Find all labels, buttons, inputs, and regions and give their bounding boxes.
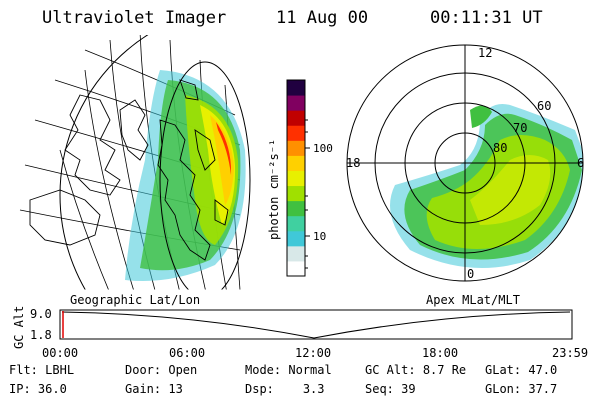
altitude-xtick-2359: 23:59	[552, 346, 588, 360]
colorbar-units: photon cm⁻²s⁻¹	[267, 139, 281, 240]
colorbar-swatch	[287, 185, 305, 202]
altitude-plot: GC Alt 9.0 1.8 00:00 06:00 12:00 18:00 2…	[12, 306, 588, 360]
globe-limb	[59, 35, 149, 290]
altitude-ylabel: GC Alt	[12, 306, 26, 349]
altitude-ytick-9: 9.0	[30, 307, 52, 321]
polar-grid	[346, 44, 584, 282]
colorbar-ticks	[305, 119, 310, 269]
geographic-map	[19, 35, 251, 290]
view-boundary	[159, 61, 251, 290]
colorbar-swatch	[287, 260, 305, 277]
mlt-label-12: 12	[478, 46, 492, 60]
gain-value: 13	[168, 382, 183, 396]
gc-alt-value: 8.7 Re	[422, 363, 467, 377]
time-label: 00:11:31 UT	[430, 8, 543, 28]
ip-value: 36.0	[37, 382, 67, 396]
door-field: Door: Open	[125, 363, 198, 377]
mode-field: Mode: Normal	[245, 363, 332, 377]
date-label: 11 Aug 00	[276, 8, 369, 28]
colorbar-tick-10: 10	[313, 230, 326, 243]
instrument-title: Ultraviolet Imager	[42, 8, 227, 28]
colorbar-swatch	[287, 155, 305, 171]
altitude-xtick-1200: 12:00	[295, 346, 331, 360]
colorbar-swatch	[287, 215, 305, 232]
colorbar-swatch	[287, 95, 305, 111]
altitude-plot-frame	[59, 309, 573, 340]
glat-field: GLat: 47.0	[485, 363, 558, 377]
seq-field: Seq: 39	[365, 382, 416, 396]
mlat-label-60: 60	[537, 99, 551, 113]
aurora-emission-map	[125, 70, 246, 281]
seq-value: 39	[401, 382, 416, 396]
colorbar-swatch	[287, 80, 305, 96]
altitude-xtick-1800: 18:00	[422, 346, 458, 360]
colorbar-swatch	[287, 140, 305, 156]
altitude-xtick-0600: 06:00	[169, 346, 205, 360]
colorbar-frame	[286, 79, 306, 277]
mlt-label-18: 18	[346, 156, 360, 170]
polar-plot: 12 18 6 0 60 70 80	[346, 44, 584, 282]
colorbar-tick-100: 100	[313, 142, 333, 155]
colorbar-swatch	[287, 125, 305, 141]
door-value: Open	[168, 363, 198, 377]
altitude-curve	[61, 311, 571, 339]
mlat-label-70: 70	[513, 121, 527, 135]
colorbar-swatch	[287, 110, 305, 126]
gain-field: Gain: 13	[125, 382, 183, 396]
polar-aurora	[390, 104, 583, 268]
colorbar-swatch	[287, 170, 305, 187]
right-panel-label: Apex MLat/MLT	[426, 293, 520, 307]
left-panel-label: Geographic Lat/Lon	[70, 293, 200, 307]
ip-field: IP: 36.0	[9, 382, 67, 396]
colorbar-swatch	[287, 200, 305, 217]
altitude-xtick-0000: 00:00	[42, 346, 78, 360]
colorbar-swatch	[287, 245, 305, 262]
mode-value: Normal	[288, 363, 332, 377]
coastlines	[29, 79, 229, 261]
flt-field: Flt: LBHL	[9, 363, 75, 377]
glat-value: 47.0	[528, 363, 558, 377]
dsp-field: Dsp: 3.3	[245, 382, 325, 396]
glon-value: 37.7	[528, 382, 558, 396]
altitude-ytick-1-8: 1.8	[30, 328, 52, 342]
colorbar-swatch	[287, 230, 305, 247]
glon-field: GLon: 37.7	[485, 382, 558, 396]
dsp-value: 3.3	[302, 382, 325, 396]
colorbar	[287, 80, 305, 277]
flt-value: LBHL	[45, 363, 75, 377]
mlt-label-0: 0	[467, 267, 474, 281]
gc-alt-field: GC Alt: 8.7 Re	[365, 363, 467, 377]
mlt-label-6: 6	[577, 156, 584, 170]
mlat-label-80: 80	[493, 141, 507, 155]
